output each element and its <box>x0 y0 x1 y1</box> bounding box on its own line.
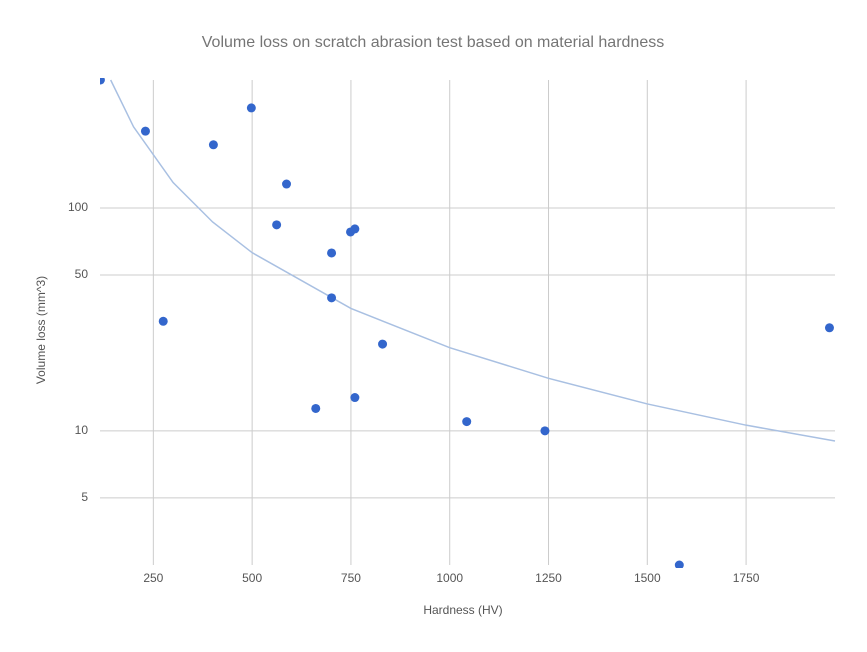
x-tick-label: 1000 <box>436 571 463 585</box>
point <box>140 126 150 136</box>
point <box>282 179 292 189</box>
point <box>350 224 360 234</box>
plot-area <box>100 78 836 568</box>
x-tick-label: 500 <box>242 571 262 585</box>
point <box>327 248 337 258</box>
point <box>674 560 684 568</box>
y-tick-label: 10 <box>75 423 89 437</box>
point <box>327 293 337 303</box>
point <box>246 103 256 113</box>
chart-title: Volume loss on scratch abrasion test bas… <box>202 34 664 51</box>
point <box>272 220 282 230</box>
point <box>311 403 321 413</box>
point <box>208 140 218 150</box>
x-tick-label: 1250 <box>535 571 562 585</box>
point <box>350 393 360 403</box>
x-tick-label: 1750 <box>733 571 760 585</box>
point <box>462 417 472 427</box>
y-tick-label: 5 <box>81 490 88 504</box>
point <box>100 78 105 85</box>
point <box>378 339 388 349</box>
y-tick-label: 100 <box>68 200 88 214</box>
y-axis-title: Volume loss (mm^3) <box>34 276 48 384</box>
x-tick-label: 750 <box>341 571 361 585</box>
point <box>540 426 550 436</box>
x-tick-label: 250 <box>143 571 163 585</box>
y-tick-label: 50 <box>75 267 89 281</box>
grid: 250 500 750 1000 1250 1500 1750 5 10 50 100 <box>68 80 835 585</box>
x-axis-title: Hardness (HV) <box>423 603 502 617</box>
point <box>158 316 168 326</box>
point <box>824 323 834 333</box>
trendline <box>109 79 836 442</box>
x-tick-label: 1500 <box>634 571 661 585</box>
